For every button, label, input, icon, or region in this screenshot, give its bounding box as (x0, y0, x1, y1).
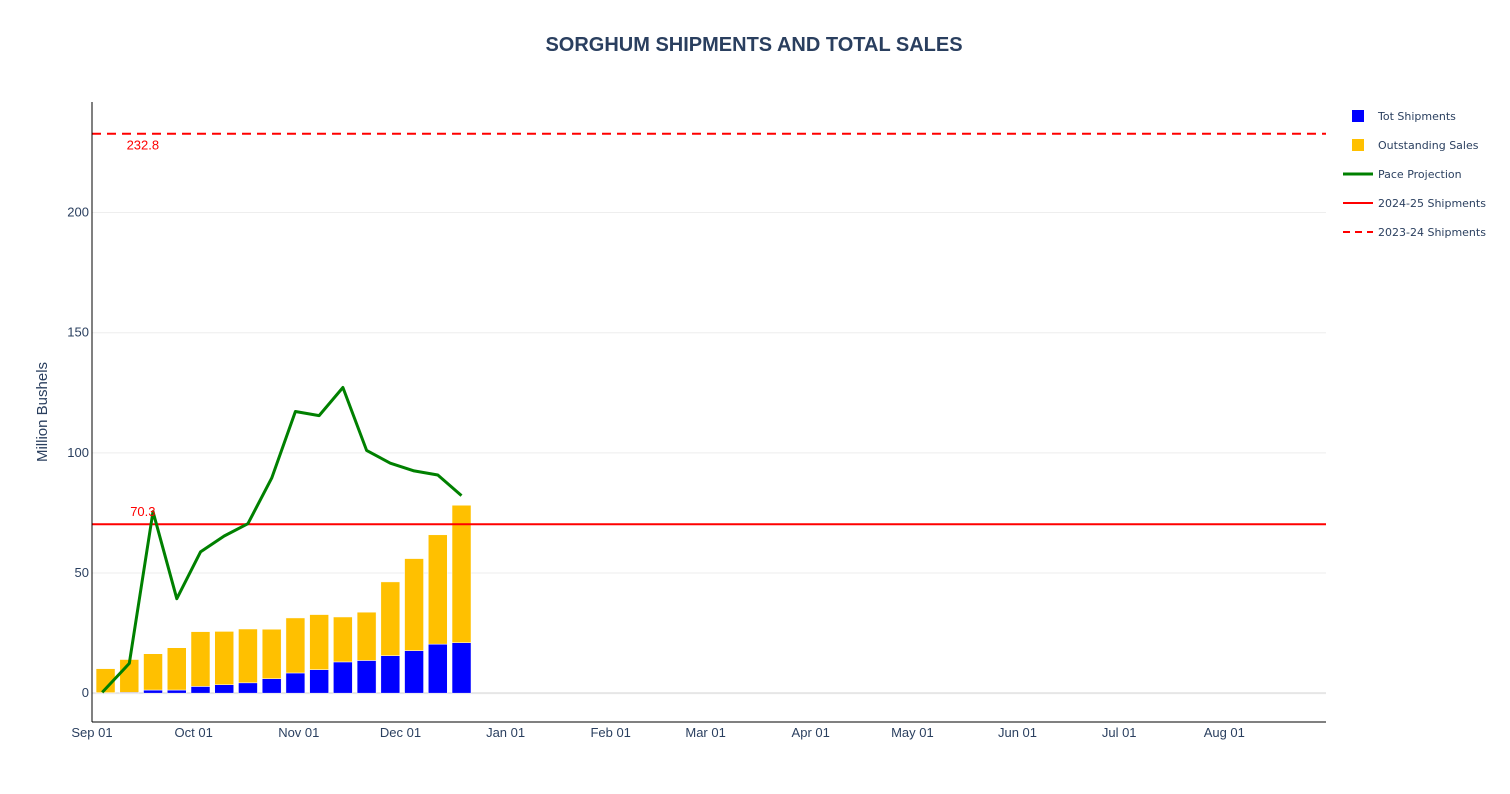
legend-label: 2024-25 Shipments (1378, 197, 1486, 210)
bar-tot-shipments (238, 682, 258, 694)
x-tick-label: Feb 01 (590, 725, 630, 740)
legend-item[interactable]: 2024-25 Shipments (1343, 197, 1486, 210)
legend-label: Pace Projection (1378, 168, 1462, 181)
bar-outstanding-sales (333, 616, 353, 663)
reference-label: 232.8 (127, 138, 160, 153)
bar-tot-shipments (451, 642, 472, 694)
legend-label: Outstanding Sales (1378, 139, 1479, 152)
x-tick-label: Dec 01 (380, 725, 421, 740)
x-tick-label: Aug 01 (1204, 725, 1245, 740)
grid-lines (92, 212, 1326, 695)
y-tick-label: 200 (67, 205, 89, 220)
legend-item[interactable]: Tot Shipments (1352, 110, 1456, 123)
reference-label: 70.3 (130, 504, 155, 519)
bar-tot-shipments (285, 672, 306, 694)
bars (95, 504, 472, 694)
bar-tot-shipments (143, 689, 163, 694)
legend-swatch (1352, 110, 1364, 122)
legend-item[interactable]: 2023-24 Shipments (1343, 226, 1486, 239)
x-tick-label: Nov 01 (278, 725, 319, 740)
bar-outstanding-sales (404, 558, 424, 651)
bar-outstanding-sales (451, 504, 472, 643)
x-tick-label: Sep 01 (71, 725, 112, 740)
x-tick-label: Oct 01 (175, 725, 213, 740)
legend-item[interactable]: Pace Projection (1343, 168, 1462, 181)
bar-tot-shipments (380, 655, 401, 694)
bar-outstanding-sales (428, 534, 448, 645)
legend[interactable]: Tot Shipments Outstanding Sales Pace Proje… (1343, 110, 1486, 239)
x-tick-label: Jun 01 (998, 725, 1037, 740)
bar-outstanding-sales (190, 631, 211, 687)
x-tick-label: Apr 01 (792, 725, 830, 740)
axes: 0 50 100 150 200 Sep 01 Oct 01 Nov 01 Dec 01 Jan … (67, 102, 1326, 740)
legend-label: Tot Shipments (1377, 110, 1456, 123)
x-tick-label: Mar 01 (685, 725, 725, 740)
bar-outstanding-sales (167, 647, 187, 691)
bar-tot-shipments (356, 660, 377, 694)
bar-tot-shipments (190, 686, 211, 694)
bar-outstanding-sales (380, 581, 401, 656)
bar-tot-shipments (167, 689, 187, 694)
pace-projection-line (101, 386, 463, 694)
bar-outstanding-sales (309, 614, 329, 670)
bar-tot-shipments (309, 669, 329, 694)
chart-title: SORGHUM SHIPMENTS AND TOTAL SALES (545, 34, 962, 56)
y-tick-label: 100 (67, 445, 89, 460)
bar-tot-shipments (261, 678, 282, 694)
bar-outstanding-sales (143, 653, 163, 691)
annotations: 232.8 70.3 (127, 138, 160, 520)
y-tick-label: 50 (75, 565, 89, 580)
bar-tot-shipments (333, 661, 353, 694)
bar-outstanding-sales (261, 628, 282, 679)
bar-outstanding-sales (214, 631, 234, 686)
bar-tot-shipments (214, 684, 234, 694)
legend-label: 2023-24 Shipments (1378, 226, 1486, 239)
x-tick-label: Jul 01 (1102, 725, 1137, 740)
x-tick-label: Jan 01 (486, 725, 525, 740)
y-axis-title: Million Bushels (34, 362, 51, 462)
y-tick-label: 0 (82, 685, 89, 700)
bar-outstanding-sales (356, 611, 377, 661)
series-lines (92, 132, 1326, 694)
legend-swatch (1352, 139, 1364, 151)
bar-tot-shipments (428, 643, 448, 694)
y-tick-label: 150 (67, 325, 89, 340)
bar-outstanding-sales (285, 617, 306, 674)
x-tick-label: May 01 (891, 725, 934, 740)
bar-outstanding-sales (238, 628, 258, 684)
bar-tot-shipments (404, 650, 424, 694)
legend-item[interactable]: Outstanding Sales (1352, 139, 1479, 152)
